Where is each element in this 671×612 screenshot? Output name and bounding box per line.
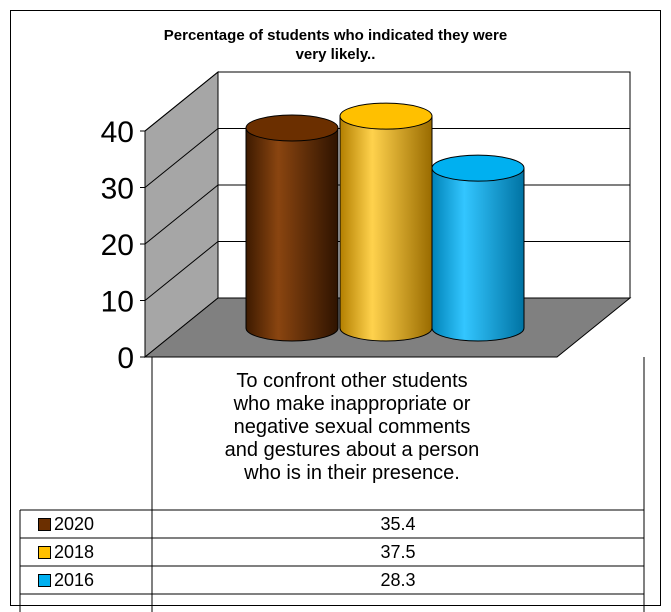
gridline-side xyxy=(144,184,219,245)
value-cell-2020: 35.4 xyxy=(380,514,416,534)
legend-swatch-2018 xyxy=(38,545,51,559)
y-tick-label: 40 xyxy=(101,116,134,149)
legend-label-2020: 2020 xyxy=(54,514,95,534)
legend-entry-2020: 2020 xyxy=(20,510,94,538)
bar-2018 xyxy=(339,102,433,342)
y-tick-label: 20 xyxy=(101,229,134,262)
category-label-line: and gestures about a person xyxy=(224,439,480,461)
bar-2016 xyxy=(431,154,525,342)
category-label-line: who is in their presence. xyxy=(244,462,460,484)
gridline-side xyxy=(144,128,219,188)
legend-entry-2018: 2018 xyxy=(20,538,94,566)
bar-body-2020 xyxy=(245,127,339,342)
bar-top-2016 xyxy=(431,154,525,182)
y-tick-label: 30 xyxy=(101,173,134,206)
y-tick-label: 0 xyxy=(117,342,134,375)
y-tick-label: 10 xyxy=(101,286,134,319)
category-label-line: negative sexual comments xyxy=(233,416,471,438)
bar-2020 xyxy=(245,114,339,342)
category-label: To confront other students who make inap… xyxy=(152,370,552,485)
bar-top-2018 xyxy=(339,102,433,130)
bar-top-2020 xyxy=(245,114,339,142)
value-cell-2018: 37.5 xyxy=(380,542,416,562)
gridline-side xyxy=(144,241,219,301)
value-cell-2016: 28.3 xyxy=(380,570,416,590)
legend-label-2018: 2018 xyxy=(54,542,95,562)
category-label-line: To confront other students xyxy=(236,370,468,392)
legend-label-2016: 2016 xyxy=(54,570,95,590)
category-label-line: who make inappropriate or xyxy=(233,393,471,415)
chart-title-line-1: Percentage of students who indicated the… xyxy=(163,27,508,44)
chart-frame xyxy=(10,10,661,606)
gridline-side xyxy=(144,71,219,132)
bar-body-2016 xyxy=(431,167,525,342)
chart-title: Percentage of students who indicated the… xyxy=(10,26,661,64)
legend-swatch-2016 xyxy=(38,573,51,587)
chart-title-line-2: very likely.. xyxy=(295,46,376,63)
bar-body-2018 xyxy=(339,115,433,342)
legend-swatch-2020 xyxy=(38,517,51,531)
legend-entry-2016: 2016 xyxy=(20,566,94,594)
